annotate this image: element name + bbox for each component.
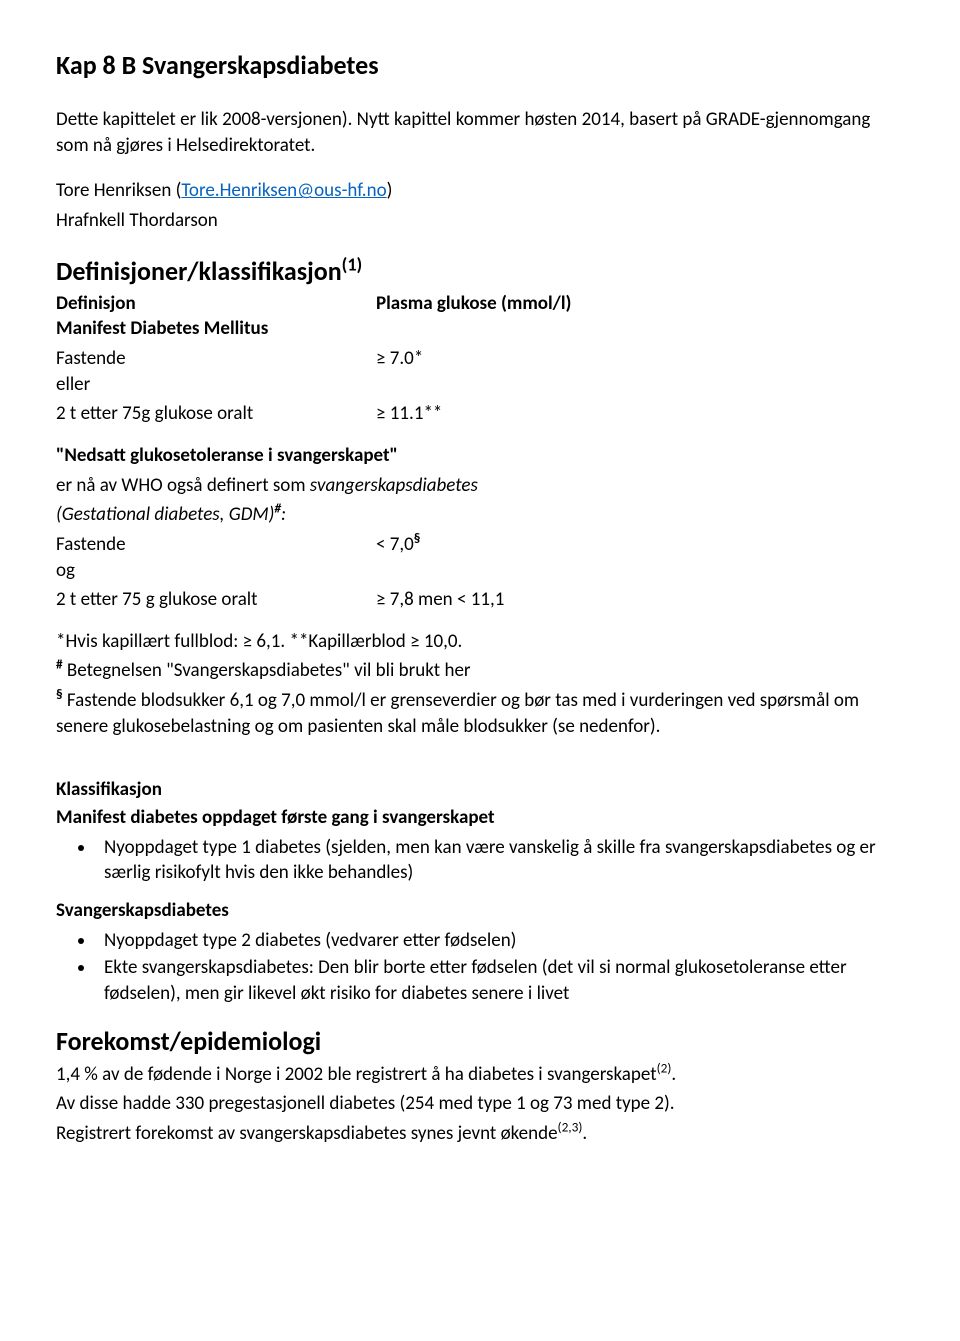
author-pre: Tore Henriksen ( <box>56 179 181 202</box>
definitions-heading-ref: (1) <box>342 253 363 275</box>
list-item: Ekte svangerskapsdiabetes: Den blir bort… <box>96 955 904 1006</box>
oral-value: ≥ 11.1** <box>376 401 904 427</box>
eller-label: eller <box>56 372 904 398</box>
def-header-row: Definisjon Plasma glukose (mmol/l) <box>56 291 904 317</box>
oral-row: 2 t etter 75g glukose oralt ≥ 11.1** <box>56 401 904 427</box>
page-title: Kap 8 B Svangerskapsdiabetes <box>56 48 904 83</box>
nedsatt-line3-italic: (Gestational diabetes, GDM) <box>56 503 274 526</box>
manifest-label: Manifest Diabetes Mellitus <box>56 316 904 342</box>
footnote-sect: § Fastende blodsukker 6,1 og 7,0 mmol/l … <box>56 688 904 739</box>
nedsatt-fastende-val-pre: < 7,0 <box>376 533 414 556</box>
klass-sub1: Manifest diabetes oppdaget første gang i… <box>56 805 904 831</box>
epi-p1-sup: (2) <box>657 1059 672 1076</box>
klass-list-1: Nyoppdaget type 1 diabetes (sjelden, men… <box>56 835 904 886</box>
epi-p2: Av disse hadde 330 pregestasjonell diabe… <box>56 1091 904 1117</box>
nedsatt-line2-italic: svangerskapsdiabetes <box>310 474 478 497</box>
klass-list-2: Nyoppdaget type 2 diabetes (vedvarer ett… <box>56 928 904 1007</box>
nedsatt-line3: (Gestational diabetes, GDM)#: <box>56 502 904 528</box>
nedsatt-fastende-val-sup: § <box>414 530 421 547</box>
og-label: og <box>56 558 904 584</box>
nedsatt-fastende-value: < 7,0§ <box>376 532 904 558</box>
epi-p1-post: . <box>671 1063 676 1086</box>
author-post: ) <box>387 179 393 202</box>
footnote-sect-text: Fastende blodsukker 6,1 og 7,0 mmol/l er… <box>56 689 859 738</box>
intro-text: Dette kapittelet er lik 2008-versjonen).… <box>56 107 904 158</box>
definitions-heading-text: Definisjoner/klassifikasjon <box>56 255 342 287</box>
nedsatt-line2-pre: er nå av WHO også definert som <box>56 474 310 497</box>
fastende-row: Fastende ≥ 7.0* <box>56 346 904 372</box>
epi-p3-pre: Registrert forekomst av svangerskapsdiab… <box>56 1122 558 1145</box>
list-item: Nyoppdaget type 1 diabetes (sjelden, men… <box>96 835 904 886</box>
definitions-heading: Definisjoner/klassifikasjon(1) <box>56 254 904 289</box>
author-line-1: Tore Henriksen (Tore.Henriksen@ous-hf.no… <box>56 178 904 204</box>
fastende-label: Fastende <box>56 346 376 372</box>
klass-heading: Klassifikasjon <box>56 777 904 803</box>
nedsatt-fastende-label: Fastende <box>56 532 376 558</box>
epi-p1-pre: 1,4 % av de fødende i Norge i 2002 ble r… <box>56 1063 657 1086</box>
nedsatt-line2: er nå av WHO også definert som svangersk… <box>56 473 904 499</box>
def-col-definition: Definisjon <box>56 291 376 317</box>
footnote-hash: # Betegnelsen "Svangerskapsdiabetes" vil… <box>56 658 904 684</box>
nedsatt-line3-colon: : <box>281 503 286 526</box>
epi-heading: Forekomst/epidemiologi <box>56 1024 904 1059</box>
epi-p3-sup: (2,3) <box>558 1119 583 1136</box>
footnote-star: *Hvis kapillært fullblod: ≥ 6,1. **Kapil… <box>56 629 904 655</box>
author-line-2: Hrafnkell Thordarson <box>56 208 904 234</box>
fastende-value: ≥ 7.0* <box>376 346 904 372</box>
nedsatt-title: "Nedsatt glukosetoleranse i svangerskape… <box>56 443 904 469</box>
footnote-hash-sup: # <box>56 656 63 673</box>
nedsatt-fastende-row: Fastende < 7,0§ <box>56 532 904 558</box>
epi-p3-post: . <box>582 1122 587 1145</box>
oral-label: 2 t etter 75g glukose oralt <box>56 401 376 427</box>
author-email-link[interactable]: Tore.Henriksen@ous-hf.no <box>181 179 386 202</box>
epi-p3: Registrert forekomst av svangerskapsdiab… <box>56 1121 904 1147</box>
klass-sub2: Svangerskapsdiabetes <box>56 898 904 924</box>
footnote-hash-text: Betegnelsen "Svangerskapsdiabetes" vil b… <box>63 659 471 682</box>
footnote-sect-sup: § <box>56 686 63 703</box>
def-col-value: Plasma glukose (mmol/l) <box>376 291 904 317</box>
list-item: Nyoppdaget type 2 diabetes (vedvarer ett… <box>96 928 904 954</box>
nedsatt-oral-row: 2 t etter 75 g glukose oralt ≥ 7,8 men <… <box>56 587 904 613</box>
nedsatt-oral-value: ≥ 7,8 men < 11,1 <box>376 587 904 613</box>
epi-p1: 1,4 % av de fødende i Norge i 2002 ble r… <box>56 1062 904 1088</box>
nedsatt-oral-label: 2 t etter 75 g glukose oralt <box>56 587 376 613</box>
